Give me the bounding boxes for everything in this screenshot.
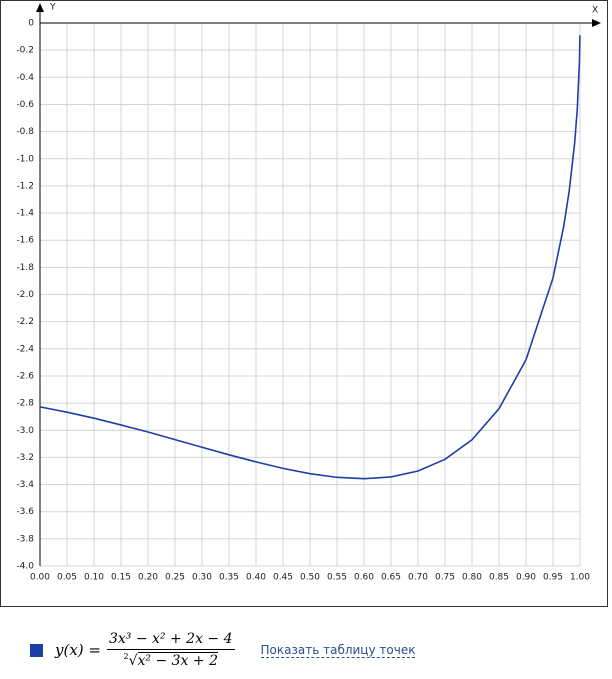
x-tick-label: 0.45	[273, 573, 293, 583]
y-tick-label: -2.2	[16, 317, 34, 327]
x-tick-label: 0.10	[84, 573, 104, 583]
y-tick-label: -1.0	[16, 154, 34, 164]
x-tick-label: 0.60	[354, 573, 374, 583]
x-tick-label: 0.25	[165, 573, 185, 583]
y-axis-label: Y	[49, 3, 56, 13]
y-tick-label: -3.8	[16, 534, 34, 544]
y-tick-label: -1.2	[16, 181, 34, 191]
chart: Y X 0 -0.2 -0.4 -0.6 -0.8 -1.0 -1.2 -1.4 -1.6 -1.…	[0, 0, 608, 607]
radicand: x² − 3x + 2	[137, 652, 218, 669]
x-tick-label: 0.50	[300, 573, 320, 583]
x-axis-arrow	[592, 19, 601, 27]
y-tick-label: -3.2	[16, 453, 34, 463]
y-tick-label: -4.0	[16, 562, 34, 572]
legend: y(x) = 3x³ − x² + 2x − 4 2√x² − 3x + 2 П…	[30, 630, 416, 670]
y-tick-label: -2.0	[16, 290, 34, 300]
y-tick-label: -0.6	[16, 100, 34, 110]
formula-fraction: 3x³ − x² + 2x − 4 2√x² − 3x + 2	[106, 631, 235, 669]
x-tick-label: 0.20	[138, 573, 158, 583]
x-axis-label: X	[592, 6, 598, 16]
y-tick-label: -2.4	[16, 344, 34, 354]
y-tick-label: -0.2	[16, 46, 34, 56]
x-tick-label: 0.55	[327, 573, 347, 583]
x-tick-label: 0.75	[435, 573, 455, 583]
y-tick-label: -1.4	[16, 209, 34, 219]
y-tick-label: -3.4	[16, 480, 34, 490]
y-tick-label: -2.6	[16, 371, 34, 381]
y-axis-arrow	[36, 3, 44, 12]
x-tick-label: 0.40	[246, 573, 266, 583]
x-tick-label: 1.00	[570, 573, 590, 583]
y-tick-label: -3.6	[16, 507, 34, 517]
frame	[0, 0, 608, 607]
y-tick-label: -2.8	[16, 399, 34, 409]
x-tick-label: 0.00	[30, 573, 50, 583]
y-tick-label: -0.8	[16, 127, 34, 137]
x-tick-label: 0.35	[219, 573, 239, 583]
x-tick-label: 0.70	[408, 573, 428, 583]
formula-denominator: 2√x² − 3x + 2	[123, 652, 218, 669]
y-tick-label: -3.0	[16, 426, 34, 436]
root-index: 2	[123, 652, 129, 661]
x-tick-label: 0.05	[57, 573, 77, 583]
y-tick-label: -0.4	[16, 73, 34, 83]
x-tick-label: 0.65	[381, 573, 401, 583]
x-tick-label: 0.30	[192, 573, 212, 583]
x-tick-label: 0.15	[111, 573, 131, 583]
x-tick-label: 0.85	[489, 573, 509, 583]
points-table-link[interactable]: Показать таблицу точек	[260, 642, 416, 658]
y-tick-label: -1.6	[16, 236, 34, 246]
x-tick-label: 0.95	[543, 573, 563, 583]
formula-lhs: y(x) =	[55, 641, 101, 659]
y-tick-label: -1.8	[16, 263, 34, 273]
formula-numerator: 3x³ − x² + 2x − 4	[106, 631, 235, 650]
legend-swatch	[30, 643, 43, 657]
y-tick-label: 0	[28, 19, 34, 29]
x-tick-label: 0.80	[462, 573, 482, 583]
line-series	[39, 35, 581, 480]
x-tick-label: 0.90	[516, 573, 536, 583]
